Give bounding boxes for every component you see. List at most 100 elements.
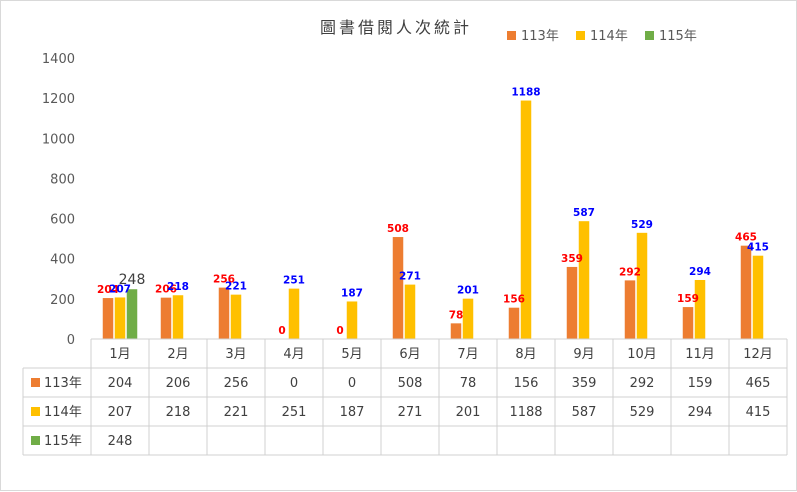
legend-label: 114年 — [590, 29, 628, 44]
bar — [102, 298, 114, 339]
data-label: 415 — [747, 242, 769, 254]
y-tick-label: 1400 — [42, 52, 75, 67]
bar — [508, 307, 520, 339]
data-label: 465 — [735, 232, 757, 244]
legend-label: 113年 — [521, 29, 559, 44]
data-label: 159 — [677, 293, 699, 305]
data-label: 294 — [689, 266, 711, 278]
y-tick-label: 0 — [67, 333, 75, 348]
table-cell-value: 248 — [108, 434, 133, 449]
data-label: 359 — [561, 253, 583, 265]
data-label: 508 — [387, 223, 409, 235]
table-legend-swatch — [31, 378, 40, 387]
category-label: 1月 — [109, 347, 130, 362]
table-cell-value: 206 — [166, 376, 191, 391]
table-series-label: 114年 — [44, 405, 82, 420]
category-label: 4月 — [283, 347, 304, 362]
y-tick-label: 400 — [50, 253, 75, 268]
data-label: 0 — [336, 325, 343, 337]
table-cell-value: 415 — [746, 405, 771, 420]
data-label: 1188 — [511, 87, 540, 99]
data-label: 587 — [573, 207, 595, 219]
bar — [230, 294, 242, 339]
table-cell-value: 204 — [108, 376, 133, 391]
bar — [288, 288, 300, 339]
data-label: 204 — [97, 284, 119, 296]
table-cell-value: 0 — [290, 376, 298, 391]
table-cell-value: 465 — [746, 376, 771, 391]
bar — [520, 100, 532, 340]
table-cell-value: 187 — [340, 405, 365, 420]
data-label: 207 — [109, 283, 131, 295]
data-label: 0 — [278, 325, 285, 337]
legend-swatch — [507, 31, 516, 40]
data-label: 206 — [155, 284, 177, 296]
table-cell-value: 292 — [630, 376, 655, 391]
y-tick-label: 600 — [50, 213, 75, 228]
legend-swatch — [645, 31, 654, 40]
category-label: 6月 — [399, 347, 420, 362]
category-label: 5月 — [341, 347, 362, 362]
table-cell-value: 207 — [108, 405, 133, 420]
bar — [218, 287, 230, 339]
table-cell-value: 271 — [398, 405, 423, 420]
data-label: 187 — [341, 287, 363, 299]
bar — [172, 295, 184, 339]
table-cell-value: 251 — [282, 405, 307, 420]
table-cell-value: 294 — [688, 405, 713, 420]
category-label: 8月 — [515, 347, 536, 362]
bar — [578, 221, 590, 339]
chart-title: 圖書借閱人次統計 — [320, 18, 472, 37]
bar — [694, 279, 706, 339]
table-cell-value: 256 — [224, 376, 249, 391]
y-tick-label: 1200 — [42, 92, 75, 107]
table-cell-value: 359 — [572, 376, 597, 391]
bar — [404, 284, 416, 339]
category-label: 12月 — [743, 347, 773, 362]
table-cell-value: 0 — [348, 376, 356, 391]
data-label: 248 — [119, 272, 146, 288]
y-tick-label: 200 — [50, 293, 75, 308]
data-label: 251 — [283, 275, 305, 287]
table-cell-value: 587 — [572, 405, 597, 420]
bar — [566, 266, 578, 339]
table-cell-value: 529 — [630, 405, 655, 420]
table-cell-value: 221 — [224, 405, 249, 420]
data-label: 256 — [213, 274, 235, 286]
data-label: 201 — [457, 285, 479, 297]
table-series-label: 115年 — [44, 434, 82, 449]
table-legend-swatch — [31, 436, 40, 445]
y-axis: 0 200 400 600 800 1000 1200 1400 — [42, 52, 75, 348]
bar — [114, 297, 126, 339]
bar — [392, 237, 404, 339]
y-tick-label: 800 — [50, 172, 75, 187]
category-label: 9月 — [573, 347, 594, 362]
data-label: 271 — [399, 271, 421, 283]
bar — [450, 323, 462, 339]
table-cell-value: 159 — [688, 376, 713, 391]
table-cell-value: 1188 — [509, 405, 542, 420]
bar — [636, 232, 648, 339]
data-label: 529 — [631, 219, 653, 231]
data-label: 156 — [503, 294, 525, 306]
table-cell-value: 508 — [398, 376, 423, 391]
data-table: 1月 2月 3月 4月 5月 6月 7月 8月 9月 10月 11月 12月 113年 204 206 256… — [22, 338, 788, 456]
category-label: 7月 — [457, 347, 478, 362]
data-label: 78 — [449, 309, 464, 321]
data-label: 218 — [167, 281, 189, 293]
legend-swatch — [576, 31, 585, 40]
table-cell-value: 156 — [514, 376, 539, 391]
bar — [682, 307, 694, 339]
table-cell-value: 218 — [166, 405, 191, 420]
bar — [462, 298, 474, 339]
y-tick-label: 1000 — [42, 132, 75, 147]
bar — [752, 255, 764, 339]
category-label: 11月 — [685, 347, 715, 362]
bar — [346, 301, 358, 339]
data-label: 292 — [619, 266, 641, 278]
category-label: 10月 — [627, 347, 657, 362]
category-label: 2月 — [167, 347, 188, 362]
